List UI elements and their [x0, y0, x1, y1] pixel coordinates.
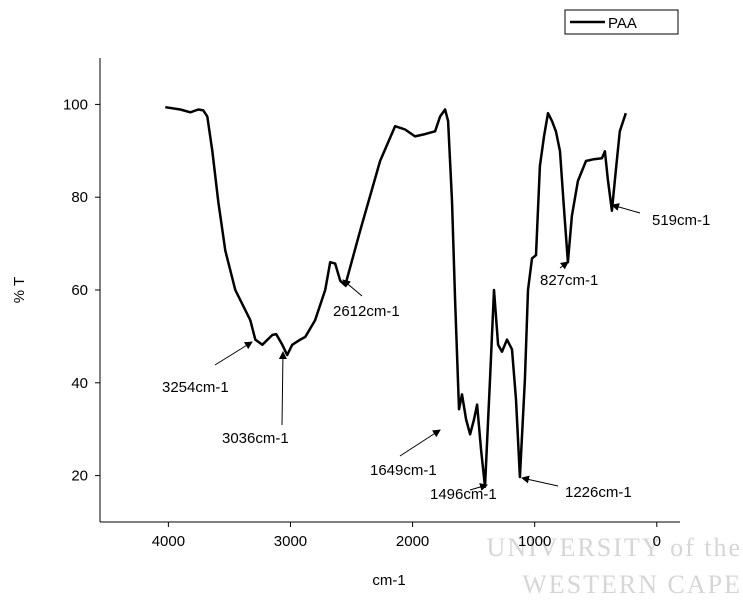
annotation-arrow	[469, 483, 488, 491]
x-tick-label: 1000	[518, 533, 551, 550]
annotation: 3254cm-1	[162, 379, 229, 396]
annotation-arrow	[559, 261, 569, 270]
y-tick-label: 20	[71, 468, 88, 485]
annotation: 2612cm-1	[333, 303, 400, 320]
annotation-arrow	[611, 203, 641, 214]
series-line	[165, 105, 627, 488]
watermark: UNIVERSITY of the	[487, 533, 742, 562]
annotation: 1226cm-1	[565, 484, 632, 501]
legend-label: PAA	[608, 15, 637, 32]
y-tick-label: 60	[71, 282, 88, 299]
annotation-arrow	[521, 475, 559, 487]
x-axis-label: cm-1	[372, 572, 405, 589]
x-tick-label: 4000	[152, 533, 185, 550]
annotation-arrow	[399, 429, 441, 457]
annotation: 827cm-1	[540, 272, 598, 289]
x-tick-label: 3000	[274, 533, 307, 550]
watermark: WESTERN CAPE	[522, 570, 742, 599]
annotation-arrow	[278, 351, 287, 426]
y-tick-label: 80	[71, 189, 88, 206]
x-tick-label: 0	[653, 533, 661, 550]
annotation: 3036cm-1	[222, 430, 289, 447]
annotation: 1649cm-1	[370, 462, 437, 479]
annotation-arrow	[214, 341, 253, 366]
y-tick-label: 40	[71, 375, 88, 392]
legend-box	[564, 9, 679, 35]
x-tick-label: 2000	[396, 533, 429, 550]
y-tick-label: 100	[63, 96, 88, 113]
annotation-arrow	[342, 279, 363, 297]
annotation: 519cm-1	[652, 212, 710, 229]
annotation: 1496cm-1	[430, 486, 497, 503]
y-axis-label: % T	[11, 277, 28, 303]
